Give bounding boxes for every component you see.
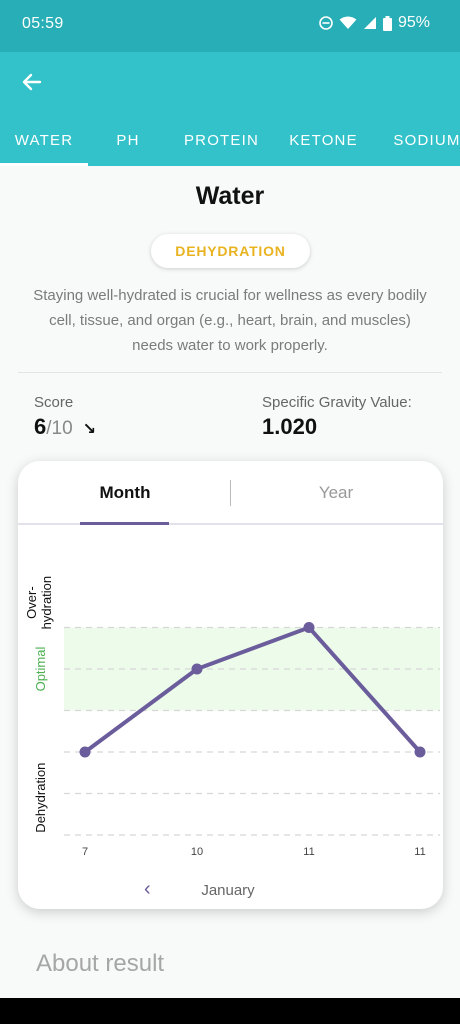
segment-year[interactable]: Year — [318, 483, 354, 502]
status-badge: DEHYDRATION — [151, 234, 310, 268]
segment-indicator — [80, 522, 169, 525]
score-label: Score — [34, 394, 74, 411]
description-text: Staying well-hydrated is crucial for wel… — [33, 287, 427, 354]
y-label-optimal: Optimal — [33, 646, 48, 691]
y-label-over-hydration-line2: hydration — [39, 576, 54, 629]
series-line — [83, 625, 422, 754]
segment-separator — [230, 480, 231, 506]
data-point — [414, 746, 426, 758]
y-label-over-hydration-line1: Over- — [24, 586, 39, 619]
previous-month-chevron-icon[interactable]: ‹ — [144, 878, 151, 900]
about-result-heading: About result — [36, 950, 165, 977]
back-arrow-icon[interactable] — [18, 68, 46, 96]
signal-icon — [363, 17, 376, 29]
do-not-disturb-icon — [319, 16, 333, 30]
arrow-down-right-icon: ↘ — [82, 421, 97, 438]
tab-protein[interactable]: PROTEIN — [183, 132, 260, 149]
specific-gravity-value: 1.020 — [262, 414, 318, 439]
divider — [18, 372, 442, 373]
x-tick-label: 7 — [82, 846, 88, 858]
tab-ketone[interactable]: KETONE — [289, 132, 358, 149]
score-number: 6 — [34, 414, 47, 439]
tab-ph[interactable]: PH — [116, 132, 140, 149]
app-bar — [0, 52, 460, 114]
page-title: Water — [195, 182, 265, 210]
status-icons: 95% — [319, 14, 430, 32]
x-tick-label: 11 — [303, 846, 314, 858]
x-tick-label: 10 — [191, 846, 203, 858]
data-point — [191, 663, 203, 675]
data-point — [79, 746, 91, 758]
test-type-tabs: WATER PH PROTEIN KETONE SODIUM — [0, 114, 460, 166]
y-label-dehydration: Dehydration — [33, 763, 48, 833]
score-max: /10 — [46, 418, 73, 439]
score-value: 6/10 ↘ — [34, 414, 96, 440]
x-tick-label: 11 — [414, 846, 425, 858]
month-label: January — [201, 882, 255, 899]
data-point — [303, 622, 315, 633]
tab-sodium[interactable]: SODIUM — [393, 132, 460, 149]
system-nav-bar — [0, 998, 460, 1024]
chart-card: Month Year Dehydration Optimal Over-hydrat… — [18, 461, 443, 909]
specific-gravity-label: Specific Gravity Value: — [262, 394, 412, 411]
battery-icon — [382, 15, 392, 31]
tab-water[interactable]: WATER — [0, 114, 88, 166]
segment-baseline — [18, 523, 443, 525]
status-time: 05:59 — [22, 15, 64, 32]
wifi-icon — [339, 16, 357, 29]
status-bar: 05:59 95% — [0, 0, 460, 52]
segment-month[interactable]: Month — [99, 483, 151, 502]
hydration-line-chart: Dehydration Optimal Over-hydration 7 10 11 11 — [24, 576, 440, 858]
battery-percent: 95% — [397, 14, 430, 31]
